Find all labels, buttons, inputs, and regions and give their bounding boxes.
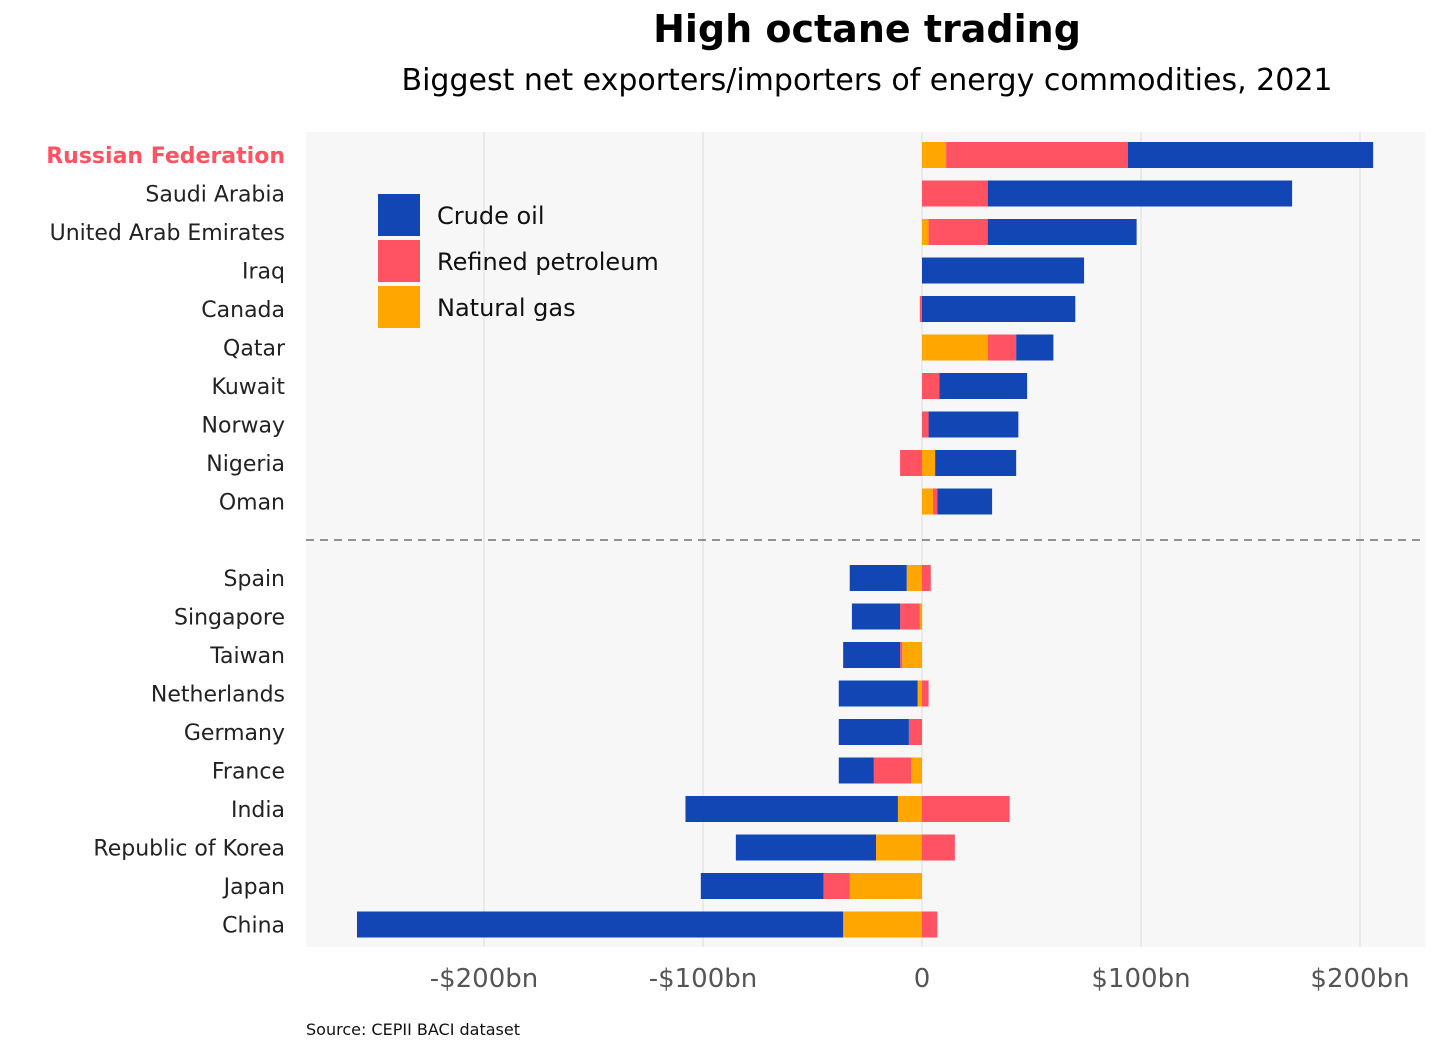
category-label-iraq: Iraq — [242, 260, 285, 285]
bar-oman-refined-petroleum — [932, 488, 938, 515]
legend: Crude oil Refined petroleum Natural gas — [378, 194, 659, 328]
bar-india-refined-petroleum — [922, 796, 1010, 822]
source-note: Source: CEPII BACI dataset — [306, 1020, 520, 1039]
category-label-france: France — [212, 760, 285, 785]
category-label-united-arab-emirates: United Arab Emirates — [50, 221, 285, 246]
x-tick-label: $200bn — [1310, 964, 1409, 994]
bar-china-refined-petroleum — [922, 911, 938, 938]
chart-subtitle: Biggest net exporters/importers of energ… — [401, 63, 1332, 98]
category-labels: Russian Federation Saudi Arabia United Ara… — [46, 144, 286, 939]
bar-qatar-natural-gas — [922, 334, 988, 361]
legend-swatch-natural-gas — [378, 286, 420, 328]
bar-saudi-arabia-refined-petroleum — [922, 180, 988, 207]
bar-singapore-natural-gas — [919, 603, 922, 630]
legend-swatch-refined-petroleum — [378, 240, 420, 282]
bar-russian-federation-crude-oil — [1127, 142, 1374, 168]
bar-japan-crude-oil — [700, 873, 824, 899]
category-label-canada: Canada — [201, 298, 285, 323]
bar-oman-natural-gas — [922, 488, 933, 515]
category-label-germany: Germany — [184, 721, 285, 746]
x-tick-label: -$100bn — [649, 964, 758, 994]
category-label-india: India — [231, 798, 285, 823]
bar-netherlands-refined-petroleum — [922, 680, 929, 707]
bar-republic-of-korea-crude-oil — [735, 834, 877, 861]
bar-canada-refined-petroleum — [919, 296, 922, 322]
category-label-republic-of-korea: Republic of Korea — [93, 837, 285, 862]
bar-japan-refined-petroleum — [823, 873, 850, 899]
bar-france-crude-oil — [838, 757, 874, 784]
bar-spain-natural-gas — [906, 565, 922, 591]
bar-russian-federation-refined-petroleum — [946, 142, 1128, 168]
category-label-china: China — [222, 914, 285, 939]
bar-india-natural-gas — [897, 796, 922, 822]
legend-label-refined-petroleum: Refined petroleum — [437, 248, 659, 276]
bar-united-arab-emirates-crude-oil — [987, 219, 1137, 245]
bar-germany-refined-petroleum — [908, 719, 922, 745]
bar-taiwan-refined-petroleum — [900, 642, 903, 668]
x-tick-label: 0 — [914, 964, 931, 994]
bar-saudi-arabia-crude-oil — [987, 180, 1293, 207]
bar-japan-natural-gas — [849, 873, 922, 899]
category-label-norway: Norway — [202, 414, 285, 439]
legend-swatch-crude-oil — [378, 194, 420, 236]
category-label-singapore: Singapore — [174, 606, 285, 631]
bar-india-crude-oil — [685, 796, 898, 822]
x-tick-label: -$200bn — [430, 964, 539, 994]
bar-qatar-refined-petroleum — [987, 334, 1017, 361]
bar-germany-crude-oil — [838, 719, 909, 745]
bar-qatar-crude-oil — [1016, 334, 1054, 361]
bar-united-arab-emirates-refined-petroleum — [928, 219, 988, 245]
bar-united-arab-emirates-natural-gas — [922, 219, 929, 245]
bar-republic-of-korea-refined-petroleum — [922, 834, 955, 861]
legend-label-natural-gas: Natural gas — [437, 294, 576, 322]
chart-title: High octane trading — [653, 7, 1081, 51]
category-label-netherlands: Netherlands — [151, 683, 285, 708]
bar-france-refined-petroleum — [873, 757, 912, 784]
bar-netherlands-natural-gas — [917, 680, 922, 707]
bar-oman-crude-oil — [937, 488, 993, 515]
x-tick-label: $100bn — [1091, 964, 1190, 994]
bar-nigeria-natural-gas — [922, 450, 936, 476]
category-label-spain: Spain — [224, 567, 285, 592]
bar-france-natural-gas — [911, 757, 922, 784]
bar-netherlands-crude-oil — [838, 680, 918, 707]
bar-china-natural-gas — [843, 911, 922, 938]
bar-kuwait-crude-oil — [939, 373, 1028, 399]
category-label-russian-federation: Russian Federation — [46, 144, 285, 169]
bar-norway-refined-petroleum — [922, 411, 929, 438]
category-label-oman: Oman — [219, 491, 285, 516]
bar-republic-of-korea-natural-gas — [876, 834, 922, 861]
bar-singapore-crude-oil — [851, 603, 901, 630]
bar-taiwan-natural-gas — [902, 642, 922, 668]
bar-spain-crude-oil — [849, 565, 907, 591]
bar-kuwait-refined-petroleum — [922, 373, 940, 399]
category-label-qatar: Qatar — [223, 337, 286, 362]
bar-nigeria-crude-oil — [935, 450, 1017, 476]
category-label-kuwait: Kuwait — [212, 375, 286, 400]
x-axis-tick-labels: -$200bn -$100bn 0 $100bn $200bn — [430, 964, 1410, 994]
bar-spain-refined-petroleum — [922, 565, 931, 591]
category-label-saudi-arabia: Saudi Arabia — [145, 183, 285, 208]
category-label-taiwan: Taiwan — [209, 644, 285, 669]
bar-russian-federation-natural-gas — [922, 142, 947, 168]
bar-singapore-refined-petroleum — [900, 603, 920, 630]
bar-nigeria-refined-petroleum — [900, 450, 922, 476]
legend-label-crude-oil: Crude oil — [437, 202, 544, 230]
bar-taiwan-crude-oil — [843, 642, 901, 668]
bar-norway-crude-oil — [928, 411, 1019, 438]
category-label-nigeria: Nigeria — [206, 452, 285, 477]
bar-iraq-crude-oil — [922, 257, 1085, 284]
bar-china-crude-oil — [356, 911, 844, 938]
bar-canada-crude-oil — [922, 296, 1076, 322]
category-label-japan: Japan — [222, 875, 285, 900]
bars-group — [356, 142, 1374, 938]
